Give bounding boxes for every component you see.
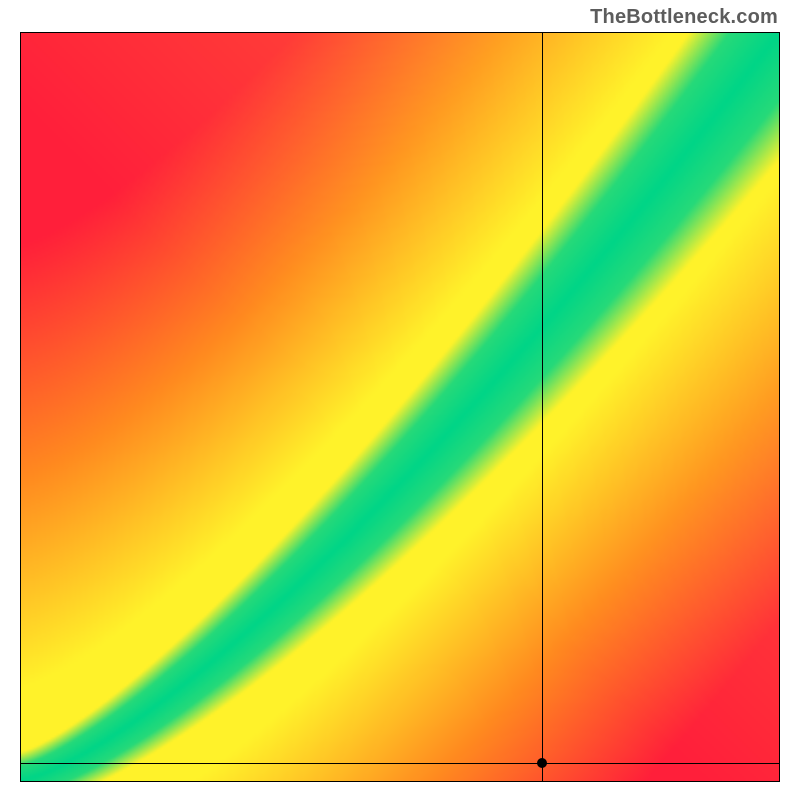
- crosshair-marker: [537, 758, 547, 768]
- heatmap-canvas: [21, 33, 779, 781]
- chart-container: { "watermark": { "text": "TheBottleneck.…: [0, 0, 800, 800]
- watermark-text: TheBottleneck.com: [590, 6, 778, 29]
- crosshair-horizontal: [21, 763, 779, 764]
- heatmap-plot: [20, 32, 780, 782]
- crosshair-vertical: [542, 33, 543, 781]
